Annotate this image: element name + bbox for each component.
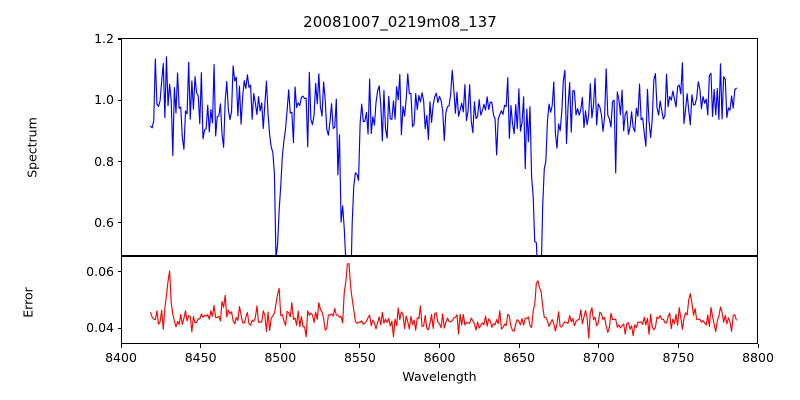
x-tick-label: 8700 [582, 350, 615, 365]
x-tick [279, 344, 281, 348]
spectrum-y-tick [117, 38, 121, 40]
x-tick [439, 344, 441, 348]
spectrum-line [149, 56, 737, 255]
x-tick-label: 8550 [343, 350, 376, 365]
x-tick [359, 344, 361, 348]
error-panel [121, 256, 758, 344]
error-y-tick-label: 0.04 [86, 320, 114, 336]
spectrum-y-tick-label: 0.6 [94, 214, 114, 230]
spectrum-y-tick [117, 222, 121, 224]
x-axis-label: Wavelength [402, 369, 477, 384]
x-tick-label: 8450 [184, 350, 217, 365]
x-tick-label: 8650 [503, 350, 536, 365]
spectrum-y-axis-label: Spectrum [24, 117, 40, 178]
spectrum-y-tick [117, 161, 121, 163]
x-tick [518, 344, 520, 348]
x-tick-label: 8750 [662, 350, 695, 365]
x-tick [757, 344, 759, 348]
error-y-tick [117, 271, 121, 273]
x-tick [200, 344, 202, 348]
error-y-tick [117, 327, 121, 329]
spectrum-y-tick-label: 0.8 [94, 153, 114, 169]
spectrum-y-tick-label: 1.0 [94, 92, 114, 108]
spectrum-y-tick-label: 1.2 [94, 30, 114, 46]
spectrum-plot-area [149, 56, 737, 255]
error-y-tick-label: 0.06 [86, 263, 114, 279]
spectrum-y-tick [117, 99, 121, 101]
x-tick-label: 8400 [105, 350, 137, 365]
spectrum-panel [121, 38, 758, 256]
x-tick [677, 344, 679, 348]
error-line [149, 263, 737, 339]
error-plot-area [149, 263, 737, 339]
error-y-axis-label: Error [20, 287, 36, 318]
figure-title: 20081007_0219m08_137 [303, 13, 497, 31]
x-tick-label: 8600 [423, 350, 456, 365]
x-tick [598, 344, 600, 348]
x-tick-label: 8500 [264, 350, 297, 365]
x-tick [120, 344, 122, 348]
x-tick-label: 8800 [742, 350, 774, 365]
